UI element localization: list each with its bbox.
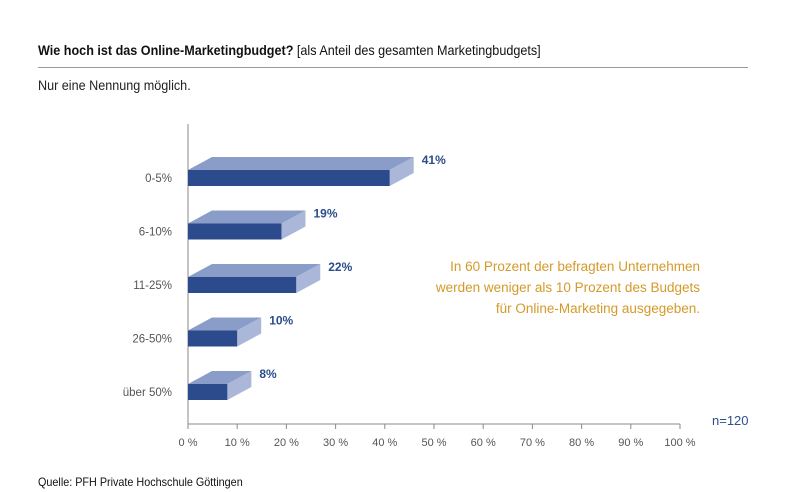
bar-side-face [281, 210, 306, 240]
source-note: Quelle: PFH Private Hochschule Göttingen [38, 475, 243, 489]
bar [188, 384, 228, 400]
bar [188, 223, 282, 240]
bar-top-face [188, 264, 321, 277]
x-tick-label: 30 % [323, 437, 348, 449]
bar-top-face [188, 317, 262, 331]
bar-side-face [237, 317, 262, 347]
chart-title-question: Wie hoch ist das Online-Marketingbudget? [38, 42, 294, 58]
bar-side-face [296, 264, 321, 293]
x-tick-label: 60 % [471, 437, 496, 449]
y-category-label: 6-10% [139, 227, 172, 239]
y-category-label: 26-50% [132, 334, 172, 346]
bar [188, 277, 297, 293]
x-tick-label: 50 % [421, 437, 446, 449]
annotation-line: für Online-Marketing ausgegeben. [495, 301, 700, 316]
bar-top-face [188, 157, 414, 170]
y-category-label: 11-25% [133, 280, 172, 292]
bar-value-label: 22% [328, 260, 352, 274]
chart-annotation: In 60 Prozent der befragten Unternehmen … [430, 256, 700, 319]
chart-title-qualifier: [als Anteil des gesamten Marketingbudget… [296, 42, 541, 58]
x-tick-label: 80 % [569, 437, 594, 449]
bar-side-face [227, 371, 252, 400]
x-tick-label: 100 % [664, 437, 695, 449]
bar-value-label: 41% [422, 153, 446, 167]
x-tick-label: 0 % [179, 437, 198, 449]
x-tick-label: 70 % [520, 437, 545, 449]
annotation-line: werden weniger als 10 Prozent des Budget… [435, 280, 700, 295]
x-tick-label: 10 % [225, 437, 250, 449]
chart-title: Wie hoch ist das Online-Marketingbudget?… [38, 42, 541, 58]
bar-value-label: 10% [269, 314, 293, 328]
bar-top-face [188, 210, 306, 224]
annotation-line: In 60 Prozent der befragten Unternehmen [450, 259, 700, 274]
x-tick-label: 20 % [274, 437, 299, 449]
sample-size: n=120 [712, 413, 749, 428]
bar [188, 170, 390, 186]
y-category-label: über 50% [123, 387, 172, 399]
bar-value-label: 8% [259, 367, 277, 381]
bar-value-label: 19% [313, 207, 337, 221]
bar-top-face [188, 371, 252, 384]
title-divider [38, 67, 748, 68]
bar [188, 330, 238, 347]
x-tick-label: 90 % [618, 437, 643, 449]
y-category-label: 0-5% [145, 173, 172, 185]
bar-side-face [389, 157, 414, 186]
chart-subtitle: Nur eine Nennung möglich. [38, 77, 191, 93]
x-tick-label: 40 % [372, 437, 397, 449]
